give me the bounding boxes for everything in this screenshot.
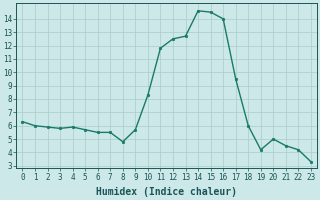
X-axis label: Humidex (Indice chaleur): Humidex (Indice chaleur) [96, 187, 237, 197]
